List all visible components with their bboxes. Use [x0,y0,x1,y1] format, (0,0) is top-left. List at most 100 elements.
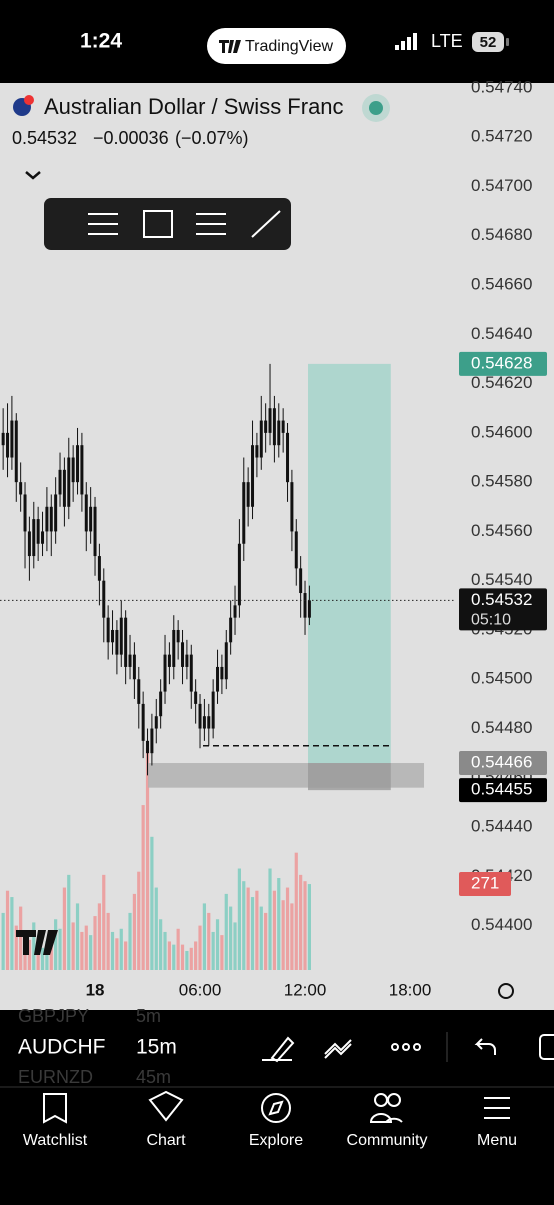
volume-bar [159,919,163,970]
candle-body [14,420,18,483]
volume-bar [141,805,145,970]
y-tick-label: 0.54440 [471,817,532,836]
status-dot [369,101,383,115]
volume-bar [268,868,272,970]
tab-label[interactable]: Explore [249,1132,303,1149]
volume-bar [150,836,154,970]
volume-bar [264,912,268,970]
symbol[interactable]: GBPJPY [18,1006,89,1026]
drawing-tools[interactable] [88,210,281,238]
candle-body [76,445,80,483]
volume-bar [233,922,237,970]
candle-body [294,531,298,569]
position-stop [308,763,391,791]
volume-bar [89,935,93,970]
candle-body [32,519,36,557]
volume-bar [211,931,215,970]
plot: 0.54740 0.54720 0.54700 0.54680 0.54660 0.546… [0,77,547,999]
volume-bar [290,903,294,970]
volume-bar [45,941,49,970]
symbol[interactable]: AUDCHF [18,1036,106,1059]
volume-bar [97,903,101,970]
volume-bar [180,944,185,970]
volume-bar [93,916,97,970]
flag-swiss [24,95,34,105]
candle-body [115,629,119,655]
candle-body [272,408,276,446]
volume-bar [14,925,18,970]
volume-bar [246,887,250,970]
price-tag [459,588,547,631]
layout-icon[interactable] [539,1034,554,1060]
interval[interactable]: 45m [136,1067,171,1087]
volume-bar [277,878,281,970]
volume-bar [229,906,233,970]
y-tick-label: 0.54680 [471,225,532,244]
y-tick-label: 0.54720 [471,127,532,146]
candle-body [102,580,106,618]
volume-bar [237,868,241,970]
app-pill[interactable] [207,28,346,64]
tab-label[interactable]: Community [347,1132,428,1149]
volume-tag-label: 271 [471,874,499,893]
position-target [308,363,391,764]
candle-body [10,420,14,458]
pen-icon[interactable] [262,1036,295,1063]
candle-body [84,494,88,532]
volume-bar [115,938,119,970]
chevron[interactable] [25,171,41,180]
volume-bar [71,922,75,970]
volume-bar [110,931,115,970]
volume-bar [1,912,5,970]
volume-bar [67,874,71,970]
volume-bar [303,881,307,970]
volume-bar [40,947,45,970]
signal [395,33,417,50]
undo-icon[interactable] [474,1038,496,1055]
candle-body [6,432,10,458]
volume-bar [145,748,150,970]
y-tick-label: 0.54400 [471,915,532,934]
candle-body [264,420,268,433]
volume-bar [185,950,189,970]
price-tag-label: 0.54466 [471,753,532,772]
indicators-icon[interactable] [324,1039,352,1059]
tab-label[interactable]: Chart [146,1132,186,1149]
more-icon[interactable] [391,1043,421,1051]
candle-body [132,654,136,680]
price-tag-label: 0.54532 [471,590,532,609]
candle-body [146,740,150,754]
volume-bar [32,922,36,970]
tab-label[interactable]: Watchlist [23,1132,88,1149]
volume-bar [167,941,171,970]
battery-level: 52 [480,34,497,51]
x-tick-label: 06:00 [179,980,222,999]
volume-bar [119,928,123,970]
battery [472,32,504,52]
volume-bar [54,919,58,970]
tab-label[interactable]: Menu [477,1132,517,1149]
volume-bar [242,881,246,970]
candle-body [172,629,176,667]
y-tick-label: 0.54620 [471,373,532,392]
volume-bar [62,887,66,970]
interval[interactable]: 5m [136,1006,161,1026]
volume-bar [281,900,285,970]
volume-bar [259,906,263,970]
watermark-logo [16,930,58,955]
x-tick-label: 18 [86,980,105,999]
candle-body [167,654,171,667]
symbol[interactable]: EURNZD [18,1067,93,1087]
volume-bar [75,903,80,970]
candle-body [41,531,45,544]
x-tick-label: 18:00 [389,980,432,999]
y-tick-label: 0.54700 [471,176,532,195]
interval[interactable]: 15m [136,1036,177,1059]
candle-body [281,420,285,433]
volume-bar [198,925,202,970]
volume-bar [5,890,10,970]
settings-icon[interactable] [498,983,514,999]
volume-bar [19,906,23,970]
volume-bar [294,852,298,970]
